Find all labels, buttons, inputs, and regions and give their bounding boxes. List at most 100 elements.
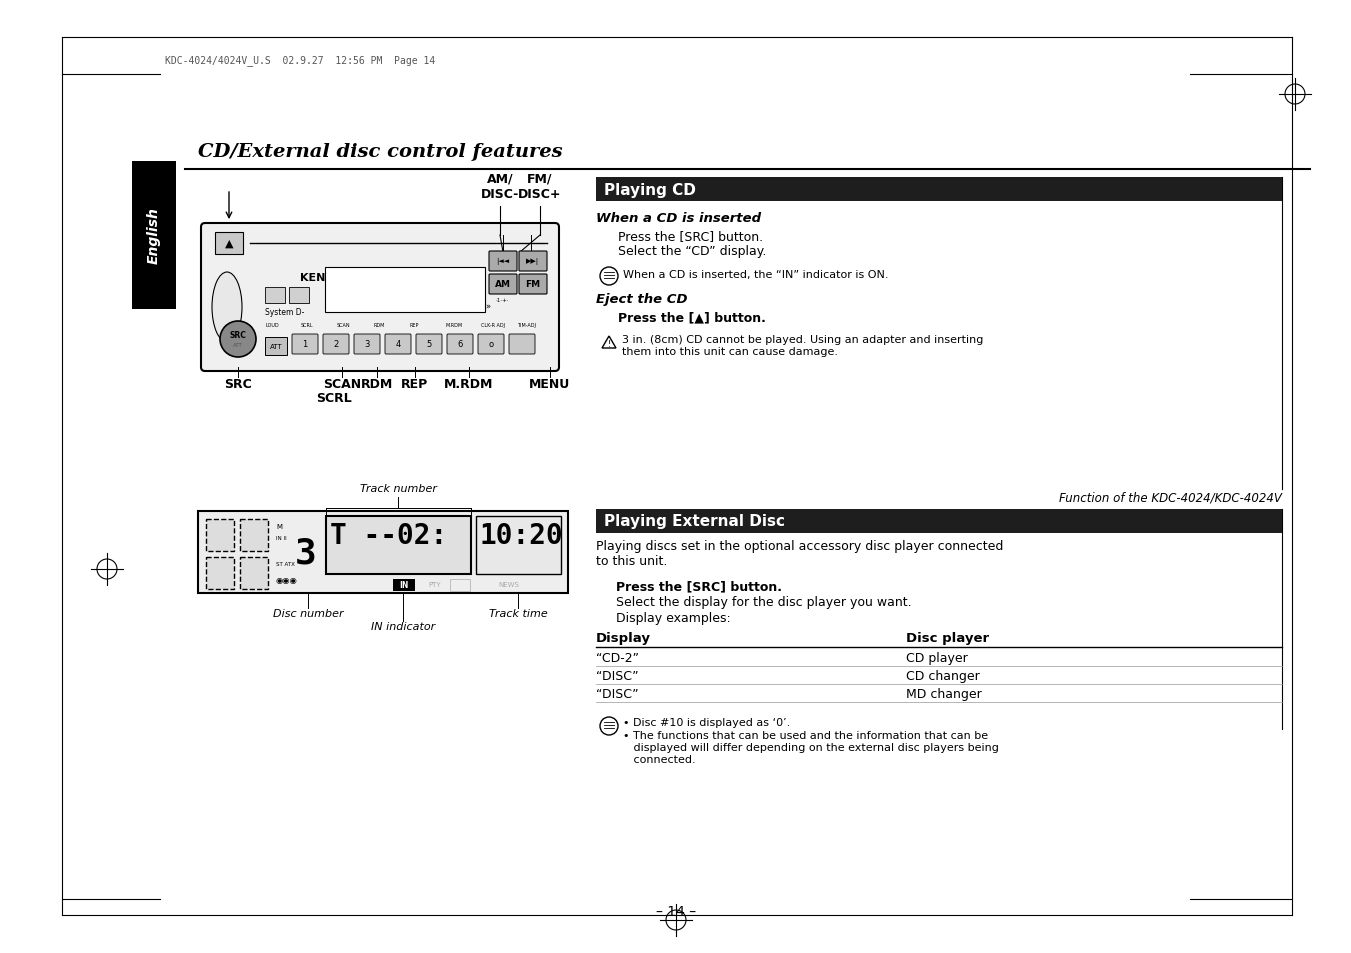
Text: ATT: ATT xyxy=(234,343,243,348)
Text: SCAN: SCAN xyxy=(336,323,351,328)
FancyBboxPatch shape xyxy=(519,274,547,294)
FancyBboxPatch shape xyxy=(596,510,1282,534)
Text: M.RDM: M.RDM xyxy=(444,323,462,328)
Text: CLK-R ADJ: CLK-R ADJ xyxy=(481,323,505,328)
Text: ·1·+·: ·1·+· xyxy=(494,297,508,303)
FancyBboxPatch shape xyxy=(205,519,234,552)
Text: TIM-ADJ: TIM-ADJ xyxy=(517,323,536,328)
FancyBboxPatch shape xyxy=(132,162,176,310)
FancyBboxPatch shape xyxy=(289,288,309,304)
Text: RDM: RDM xyxy=(361,377,393,391)
Text: FM/
DISC+: FM/ DISC+ xyxy=(519,172,562,201)
Text: – 14 –: – 14 – xyxy=(657,904,696,918)
Text: Playing discs set in the optional accessory disc player connected: Playing discs set in the optional access… xyxy=(596,539,1004,553)
Text: Track time: Track time xyxy=(489,608,547,618)
Text: |◄◄: |◄◄ xyxy=(496,258,509,265)
Text: M: M xyxy=(276,523,282,530)
Text: ▲: ▲ xyxy=(224,239,234,249)
Text: !: ! xyxy=(608,340,611,349)
Text: AM/
DISC-: AM/ DISC- xyxy=(481,172,519,201)
FancyBboxPatch shape xyxy=(489,252,517,272)
FancyBboxPatch shape xyxy=(509,335,535,355)
Text: connected.: connected. xyxy=(623,754,696,764)
Circle shape xyxy=(220,322,255,357)
FancyBboxPatch shape xyxy=(478,335,504,355)
FancyBboxPatch shape xyxy=(265,288,285,304)
Text: Press the [SRC] button.: Press the [SRC] button. xyxy=(616,579,782,593)
FancyBboxPatch shape xyxy=(489,274,517,294)
Text: When a CD is inserted: When a CD is inserted xyxy=(596,212,761,225)
Text: MD changer: MD changer xyxy=(907,687,982,700)
Text: System D-: System D- xyxy=(265,308,304,316)
Text: “DISC”: “DISC” xyxy=(596,687,639,700)
Text: When a CD is inserted, the “IN” indicator is ON.: When a CD is inserted, the “IN” indicato… xyxy=(623,270,889,280)
FancyBboxPatch shape xyxy=(519,252,547,272)
Ellipse shape xyxy=(212,273,242,343)
Text: M.RDM: M.RDM xyxy=(444,377,493,391)
FancyBboxPatch shape xyxy=(240,558,267,589)
Text: IN: IN xyxy=(400,581,409,590)
Text: “DISC”: “DISC” xyxy=(596,669,639,682)
Text: 3: 3 xyxy=(295,537,317,571)
Text: »: » xyxy=(485,303,490,312)
Text: T --02:: T --02: xyxy=(330,521,447,550)
FancyBboxPatch shape xyxy=(215,233,243,254)
Text: RDM: RDM xyxy=(373,323,385,328)
FancyBboxPatch shape xyxy=(393,579,415,592)
Text: SCRL: SCRL xyxy=(316,392,351,405)
FancyBboxPatch shape xyxy=(199,512,567,594)
Text: 3: 3 xyxy=(365,340,370,349)
FancyBboxPatch shape xyxy=(416,335,442,355)
Text: Eject the CD: Eject the CD xyxy=(596,293,688,306)
Text: AM: AM xyxy=(494,280,511,289)
Text: LOUD: LOUD xyxy=(265,323,278,328)
Text: ◉◉◉: ◉◉◉ xyxy=(276,576,297,584)
Text: ATT: ATT xyxy=(270,344,282,350)
Text: REP: REP xyxy=(401,377,428,391)
Text: English: English xyxy=(147,208,161,264)
Text: Function of the KDC-4024/KDC-4024V: Function of the KDC-4024/KDC-4024V xyxy=(1059,492,1282,504)
Text: Press the [▲] button.: Press the [▲] button. xyxy=(617,311,766,324)
Text: Playing CD: Playing CD xyxy=(604,182,696,197)
Text: FM: FM xyxy=(526,280,540,289)
Text: MENU: MENU xyxy=(530,377,570,391)
Text: PTY: PTY xyxy=(428,581,440,587)
Text: Display: Display xyxy=(596,631,651,644)
Text: 5: 5 xyxy=(427,340,431,349)
Text: 2: 2 xyxy=(334,340,339,349)
Text: 6: 6 xyxy=(457,340,462,349)
Text: “CD-2”: “CD-2” xyxy=(596,651,639,664)
Text: • Disc #10 is displayed as ‘0’.: • Disc #10 is displayed as ‘0’. xyxy=(623,718,790,727)
Text: SRC: SRC xyxy=(224,377,251,391)
FancyBboxPatch shape xyxy=(447,335,473,355)
Text: SCRL: SCRL xyxy=(301,323,313,328)
Text: 1: 1 xyxy=(303,340,308,349)
FancyBboxPatch shape xyxy=(354,335,380,355)
Text: Disc number: Disc number xyxy=(273,608,343,618)
FancyBboxPatch shape xyxy=(240,519,267,552)
Text: NEWS: NEWS xyxy=(499,581,519,587)
Text: Select the “CD” display.: Select the “CD” display. xyxy=(617,245,766,257)
Text: KDC-4024/4024V_U.S  02.9.27  12:56 PM  Page 14: KDC-4024/4024V_U.S 02.9.27 12:56 PM Page… xyxy=(165,55,435,66)
FancyBboxPatch shape xyxy=(326,268,485,313)
Text: CD/External disc control features: CD/External disc control features xyxy=(199,143,562,161)
Text: CD changer: CD changer xyxy=(907,669,979,682)
Text: ST ATX: ST ATX xyxy=(276,561,295,566)
Text: Disc player: Disc player xyxy=(907,631,989,644)
Text: 3 in. (8cm) CD cannot be played. Using an adapter and inserting: 3 in. (8cm) CD cannot be played. Using a… xyxy=(621,335,984,345)
Text: REP: REP xyxy=(409,323,419,328)
FancyBboxPatch shape xyxy=(265,337,286,355)
Text: Display examples:: Display examples: xyxy=(616,612,731,624)
Text: ▶▶|: ▶▶| xyxy=(527,258,539,265)
Text: Track number: Track number xyxy=(359,483,436,494)
FancyBboxPatch shape xyxy=(201,224,559,372)
FancyBboxPatch shape xyxy=(385,335,411,355)
Text: CD player: CD player xyxy=(907,651,967,664)
Text: Playing External Disc: Playing External Disc xyxy=(604,514,785,529)
Text: them into this unit can cause damage.: them into this unit can cause damage. xyxy=(621,347,838,356)
Text: displayed will differ depending on the external disc players being: displayed will differ depending on the e… xyxy=(623,742,998,752)
Text: Select the display for the disc player you want.: Select the display for the disc player y… xyxy=(616,596,912,608)
FancyBboxPatch shape xyxy=(596,178,1282,202)
Text: IN II: IN II xyxy=(276,536,286,540)
Text: 4: 4 xyxy=(396,340,401,349)
